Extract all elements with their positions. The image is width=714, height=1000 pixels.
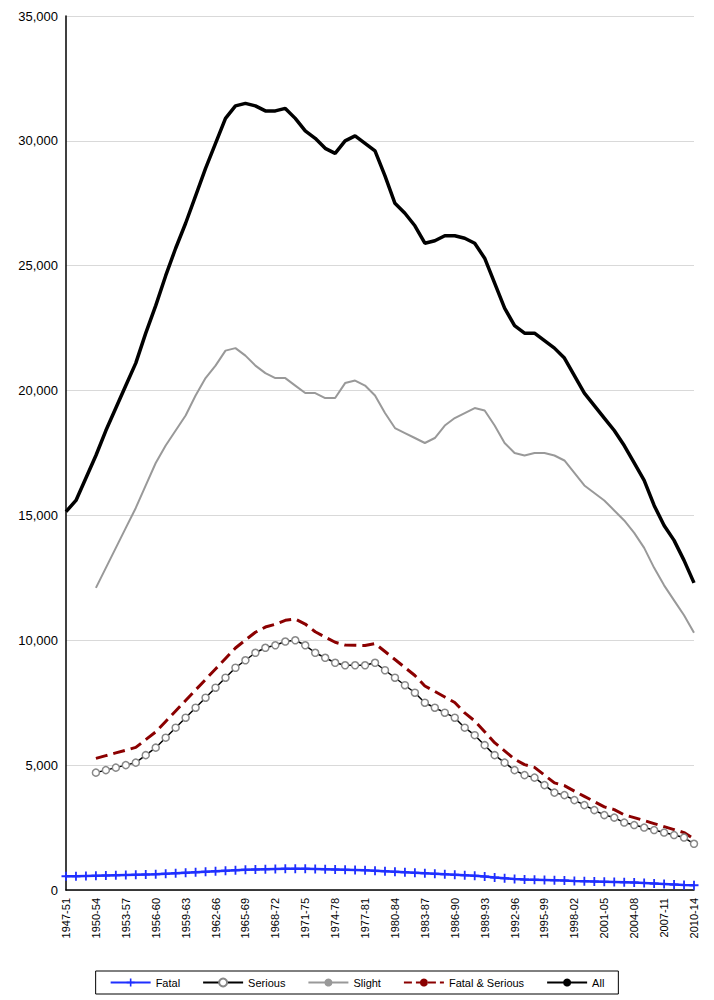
svg-text:2010-14: 2010-14 — [688, 898, 700, 938]
svg-text:1980-84: 1980-84 — [389, 898, 401, 938]
svg-text:1947-51: 1947-51 — [60, 898, 72, 938]
svg-text:All: All — [592, 977, 604, 989]
svg-text:1959-63: 1959-63 — [180, 898, 192, 938]
svg-text:10,000: 10,000 — [18, 633, 58, 648]
svg-text:1956-60: 1956-60 — [150, 898, 162, 938]
svg-text:1953-57: 1953-57 — [120, 898, 132, 938]
svg-text:1998-02: 1998-02 — [568, 898, 580, 938]
svg-text:1971-75: 1971-75 — [299, 898, 311, 938]
svg-text:1962-66: 1962-66 — [210, 898, 222, 938]
svg-text:20,000: 20,000 — [18, 383, 58, 398]
svg-text:5,000: 5,000 — [25, 758, 58, 773]
svg-text:Serious: Serious — [248, 977, 286, 989]
svg-text:Fatal: Fatal — [156, 977, 180, 989]
svg-text:25,000: 25,000 — [18, 258, 58, 273]
svg-text:1986-90: 1986-90 — [449, 898, 461, 938]
svg-text:1989-93: 1989-93 — [479, 898, 491, 938]
svg-text:2001-05: 2001-05 — [598, 898, 610, 938]
svg-text:1974-78: 1974-78 — [329, 898, 341, 938]
svg-text:2004-08: 2004-08 — [628, 898, 640, 938]
svg-text:35,000: 35,000 — [18, 9, 58, 24]
svg-text:1968-72: 1968-72 — [269, 898, 281, 938]
svg-text:1983-87: 1983-87 — [419, 898, 431, 938]
svg-text:1965-69: 1965-69 — [239, 898, 251, 938]
svg-text:1950-54: 1950-54 — [90, 898, 102, 938]
svg-text:0: 0 — [51, 883, 58, 898]
svg-text:1995-99: 1995-99 — [538, 898, 550, 938]
svg-text:30,000: 30,000 — [18, 133, 58, 148]
svg-text:Fatal & Serious: Fatal & Serious — [449, 977, 525, 989]
svg-text:15,000: 15,000 — [18, 508, 58, 523]
svg-text:2007-11: 2007-11 — [658, 898, 670, 938]
svg-text:1992-96: 1992-96 — [509, 898, 521, 938]
svg-text:1977-81: 1977-81 — [359, 898, 371, 938]
svg-text:Slight: Slight — [353, 977, 381, 989]
